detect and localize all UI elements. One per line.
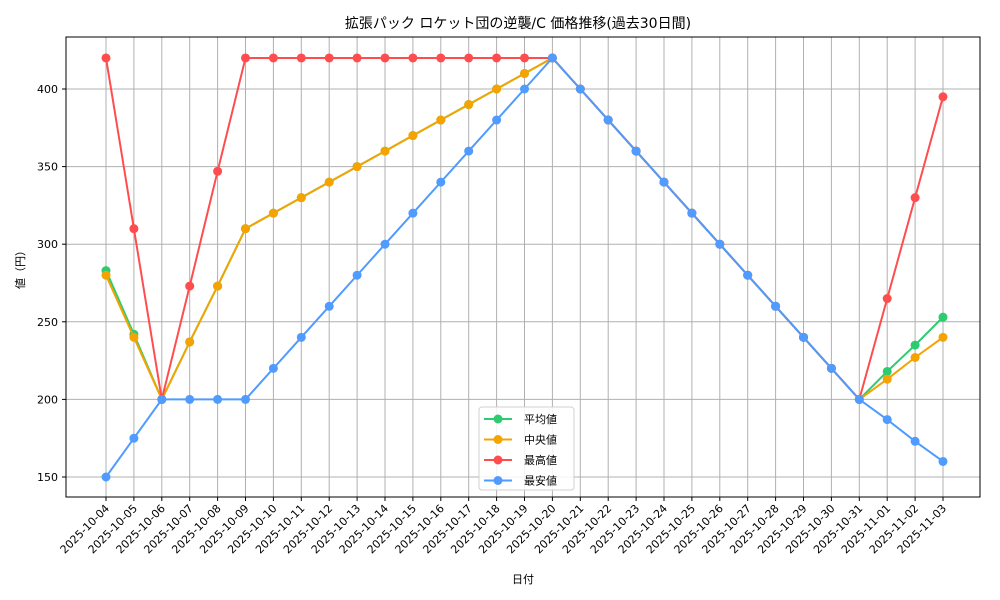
y-tick-label: 200 bbox=[37, 393, 58, 406]
data-point bbox=[910, 193, 920, 203]
series-layer bbox=[101, 53, 948, 482]
data-point bbox=[464, 100, 474, 110]
legend-label: 最安値 bbox=[524, 474, 557, 488]
legend-label: 平均値 bbox=[524, 413, 557, 426]
data-point bbox=[771, 301, 781, 311]
data-point bbox=[324, 177, 334, 187]
series-最安値 bbox=[101, 53, 948, 482]
data-point bbox=[575, 84, 585, 94]
data-point bbox=[882, 415, 892, 425]
data-point bbox=[101, 472, 111, 482]
data-point bbox=[687, 208, 697, 218]
y-tick-label: 300 bbox=[37, 238, 58, 251]
data-point bbox=[296, 53, 306, 63]
data-point bbox=[492, 84, 502, 94]
data-point bbox=[324, 53, 334, 63]
data-point bbox=[436, 177, 446, 187]
data-point bbox=[492, 115, 502, 125]
data-point bbox=[268, 208, 278, 218]
data-point bbox=[910, 352, 920, 362]
legend-marker-icon bbox=[493, 414, 503, 424]
data-point bbox=[910, 340, 920, 350]
legend-label: 最高値 bbox=[524, 453, 557, 467]
data-point bbox=[380, 239, 390, 249]
data-point bbox=[826, 363, 836, 373]
legend-item: 最安値 bbox=[484, 474, 557, 488]
plot-frame bbox=[65, 36, 981, 498]
data-point bbox=[241, 53, 250, 63]
x-axis-label: 日付 bbox=[512, 573, 534, 586]
y-tick-label: 150 bbox=[37, 471, 58, 484]
data-point bbox=[938, 92, 948, 102]
data-point bbox=[241, 224, 250, 234]
chart-title: 拡張パック ロケット団の逆襲/C 価格推移(過去30日間) bbox=[345, 15, 691, 32]
y-axis-ticks: 150 200 250 300 350 400 bbox=[37, 83, 66, 484]
y-tick-label: 400 bbox=[37, 83, 58, 96]
data-point bbox=[631, 146, 641, 156]
data-point bbox=[241, 394, 250, 404]
data-point bbox=[296, 332, 306, 342]
data-point bbox=[185, 337, 195, 347]
data-point bbox=[659, 177, 669, 187]
data-point bbox=[464, 53, 474, 63]
data-point bbox=[268, 363, 278, 373]
data-point bbox=[464, 146, 474, 156]
data-point bbox=[296, 193, 306, 203]
data-point bbox=[213, 166, 223, 176]
data-point bbox=[324, 301, 334, 311]
data-point bbox=[101, 270, 111, 280]
data-point bbox=[380, 146, 390, 156]
data-point bbox=[408, 53, 418, 63]
x-axis-ticks: 2025-10-042025-10-052025-10-062025-10-07… bbox=[58, 497, 949, 556]
data-point bbox=[882, 374, 892, 384]
y-tick-label: 250 bbox=[37, 316, 58, 329]
data-point bbox=[547, 53, 557, 63]
data-point bbox=[938, 332, 948, 342]
data-point bbox=[603, 115, 613, 125]
data-point bbox=[129, 224, 139, 234]
data-point bbox=[436, 53, 446, 63]
data-point bbox=[157, 394, 167, 404]
y-axis-label: 値（円） bbox=[14, 245, 27, 289]
data-point bbox=[185, 394, 195, 404]
legend-item: 中央値 bbox=[484, 434, 557, 447]
data-point bbox=[101, 53, 111, 63]
data-point bbox=[129, 332, 139, 342]
data-point bbox=[268, 53, 278, 63]
legend-marker-icon bbox=[493, 435, 503, 444]
data-point bbox=[799, 332, 808, 342]
legend-marker-icon bbox=[493, 455, 503, 465]
data-point bbox=[129, 433, 139, 443]
data-point bbox=[352, 162, 362, 172]
data-point bbox=[213, 281, 223, 291]
data-point bbox=[520, 84, 529, 94]
data-point bbox=[408, 208, 418, 218]
y-tick-label: 350 bbox=[37, 161, 58, 174]
data-point bbox=[436, 115, 446, 125]
data-point bbox=[743, 270, 753, 280]
legend-marker-icon bbox=[493, 476, 503, 485]
data-point bbox=[882, 366, 892, 376]
data-point bbox=[882, 294, 892, 304]
data-point bbox=[938, 456, 948, 466]
legend-item: 平均値 bbox=[484, 413, 557, 426]
legend-label: 中央値 bbox=[524, 434, 557, 447]
data-point bbox=[185, 281, 195, 291]
data-point bbox=[520, 53, 529, 63]
data-point bbox=[380, 53, 390, 63]
data-point bbox=[715, 239, 725, 249]
legend-box bbox=[478, 406, 575, 491]
data-point bbox=[854, 394, 864, 404]
data-point bbox=[520, 68, 529, 78]
data-point bbox=[352, 270, 362, 280]
data-point bbox=[352, 53, 362, 63]
data-point bbox=[938, 312, 948, 322]
legend-item: 最高値 bbox=[484, 453, 557, 467]
data-point bbox=[492, 53, 502, 63]
data-point bbox=[408, 131, 418, 141]
data-point bbox=[213, 394, 223, 404]
data-point bbox=[910, 436, 920, 446]
